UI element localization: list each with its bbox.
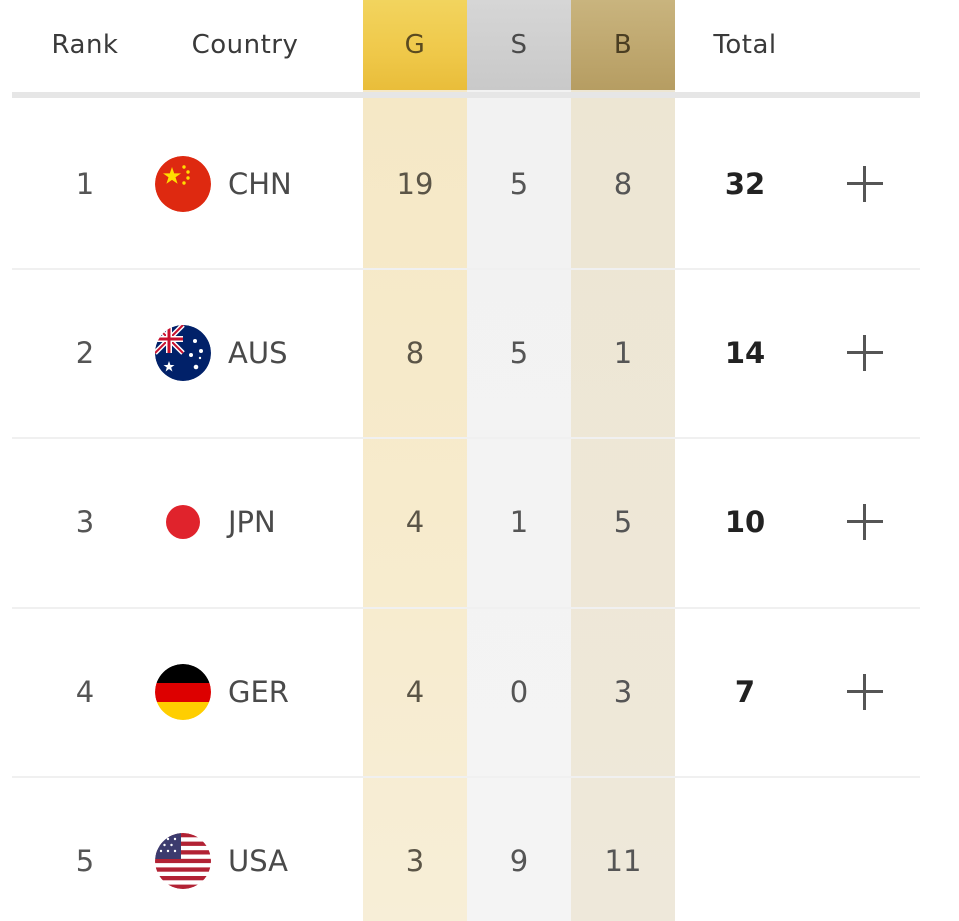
japan-flag-icon	[153, 437, 213, 607]
bronze-header: B	[571, 0, 675, 90]
gold-count: 8	[405, 336, 425, 370]
total-count: 14	[724, 336, 766, 370]
gold-count: 4	[405, 675, 425, 709]
country-code: GER	[228, 675, 289, 709]
total-count: 7	[734, 675, 756, 709]
silver-count: 5	[509, 336, 529, 370]
plus-icon[interactable]	[847, 674, 883, 710]
rank-header: Rank	[51, 30, 119, 60]
row-divider	[12, 776, 920, 778]
expand-row-button[interactable]	[835, 99, 895, 269]
gold-column-bg	[363, 0, 467, 921]
country-code: JPN	[228, 505, 276, 539]
plus-icon[interactable]	[847, 335, 883, 371]
table-row: 3 JPN 4 1 5 10	[0, 437, 959, 607]
gold-count: 3	[405, 844, 425, 878]
china-flag-icon	[153, 99, 213, 269]
silver-header: S	[467, 0, 571, 90]
rank-cell: 4	[75, 675, 95, 709]
usa-flag-icon	[153, 776, 213, 921]
bronze-count: 3	[613, 675, 633, 709]
header-divider	[12, 92, 920, 98]
total-count: 10	[724, 505, 766, 539]
rank-cell: 5	[75, 844, 95, 878]
expand-row-button[interactable]	[835, 437, 895, 607]
rank-cell: 1	[75, 167, 95, 201]
row-divider	[12, 268, 920, 270]
country-code: USA	[228, 844, 289, 878]
table-row: 5	[0, 776, 959, 921]
total-header: Total	[713, 30, 777, 60]
gold-count: 4	[405, 505, 425, 539]
plus-icon[interactable]	[847, 504, 883, 540]
table-row: 2 A	[0, 268, 959, 438]
silver-count: 5	[509, 167, 529, 201]
gold-count: 19	[396, 167, 434, 201]
row-divider	[12, 607, 920, 609]
silver-count: 0	[509, 675, 529, 709]
bronze-count: 5	[613, 505, 633, 539]
silver-count: 9	[509, 844, 529, 878]
table-row: 4 GER 4 0 3 7	[0, 607, 959, 777]
germany-flag-icon	[153, 607, 213, 777]
bronze-count: 8	[613, 167, 633, 201]
plus-icon[interactable]	[847, 166, 883, 202]
expand-row-button[interactable]	[835, 268, 895, 438]
table-row: 1 CHN 19 5 8 32	[0, 99, 959, 269]
bronze-count: 1	[613, 336, 633, 370]
country-code: AUS	[228, 336, 288, 370]
expand-row-button[interactable]	[835, 607, 895, 777]
silver-column-bg	[467, 0, 571, 921]
country-header: Country	[191, 30, 299, 60]
australia-flag-icon	[153, 268, 213, 438]
bronze-count: 11	[604, 844, 642, 878]
silver-count: 1	[509, 505, 529, 539]
gold-header: G	[363, 0, 467, 90]
rank-cell: 2	[75, 336, 95, 370]
bronze-column-bg	[571, 0, 675, 921]
rank-cell: 3	[75, 505, 95, 539]
row-divider	[12, 437, 920, 439]
country-code: CHN	[228, 167, 292, 201]
total-count: 32	[724, 167, 766, 201]
